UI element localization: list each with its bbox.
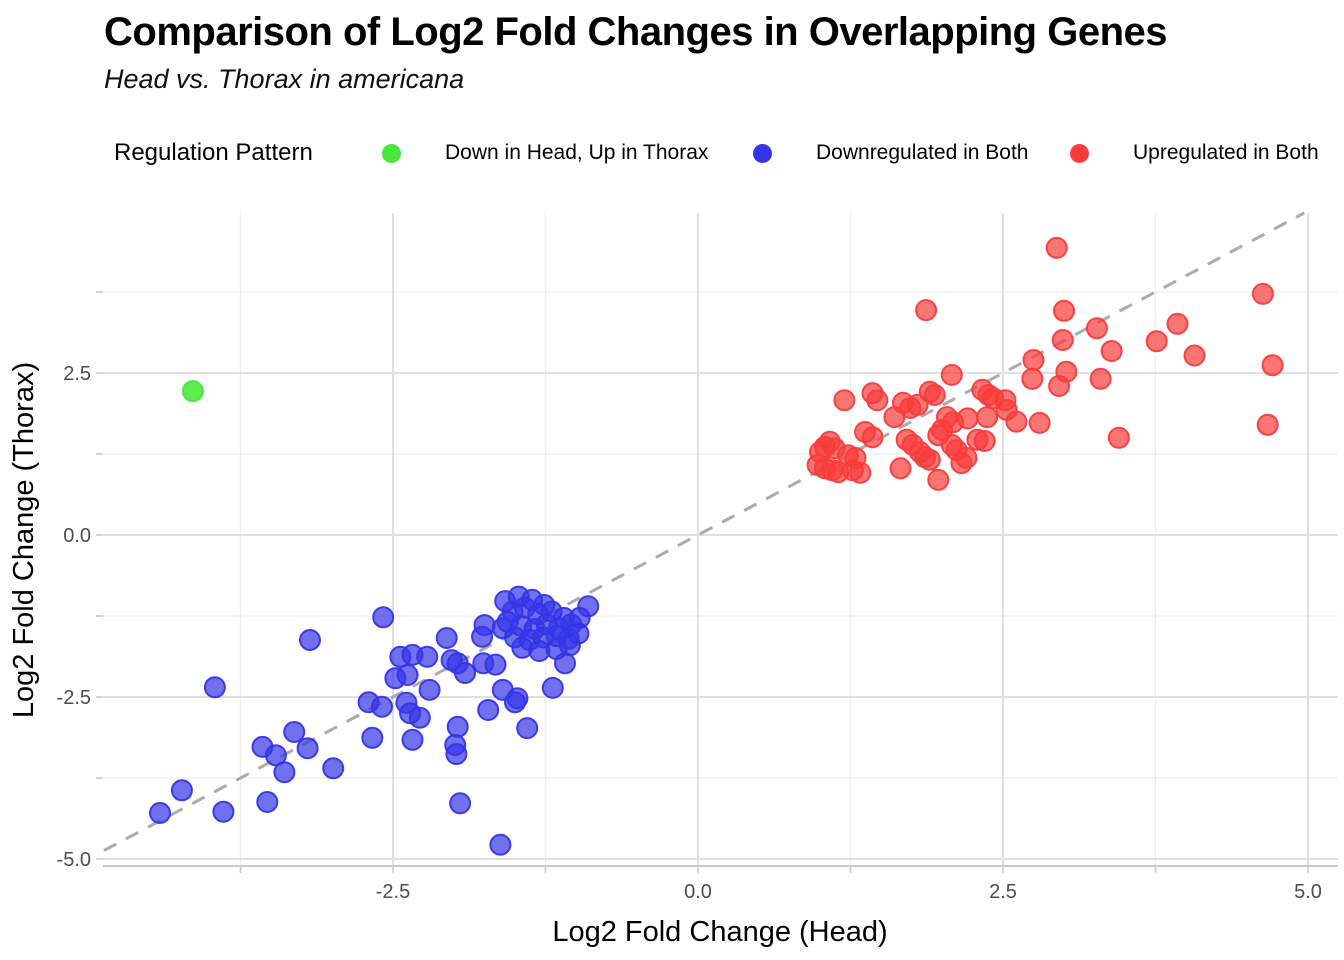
data-point (956, 407, 979, 430)
data-point (446, 715, 469, 738)
data-point (418, 678, 441, 701)
data-point (477, 699, 500, 721)
data-point (212, 800, 235, 823)
data-point (849, 461, 872, 484)
y-tick-label: -2.5 (57, 687, 91, 709)
data-point (833, 389, 856, 412)
data-point (915, 299, 938, 322)
data-point (1028, 411, 1051, 434)
data-point (1145, 330, 1168, 353)
data-point (883, 406, 906, 429)
data-point (1051, 329, 1074, 351)
data-point (454, 662, 476, 684)
legend-title: Regulation Pattern (114, 139, 313, 166)
data-point (541, 676, 564, 699)
x-axis-title: Log2 Fold Change (Head) (552, 916, 887, 948)
minor-gridlines (103, 213, 1338, 866)
data-point (923, 384, 946, 406)
data-point (203, 676, 226, 699)
tick-labels: -2.5 0.0 2.5 5.0 -5.0 -2.5 0.0 2.5 (57, 363, 1322, 903)
major-gridlines (103, 213, 1338, 866)
data-points (149, 236, 1284, 856)
chart-subtitle: Head vs. Thorax in americana (104, 64, 465, 94)
data-point (181, 380, 204, 403)
data-point (861, 426, 884, 449)
data-point (516, 717, 539, 740)
data-point (1256, 413, 1279, 436)
legend-item-1: Downregulated in Both (753, 138, 1028, 168)
axis-line-and-ticks (96, 291, 1338, 873)
data-point (170, 779, 193, 802)
data-point (256, 791, 279, 813)
data-point (371, 695, 393, 718)
legend-item-0: Down in Head, Up in Thorax (382, 138, 708, 168)
y-tick-label: 0.0 (63, 525, 91, 547)
data-point (973, 430, 996, 452)
data-point (504, 691, 526, 714)
x-tick-label: 0.0 (684, 881, 712, 903)
data-point (283, 721, 306, 743)
data-point (299, 629, 321, 651)
data-point (1251, 282, 1274, 305)
x-tick-label: -2.5 (376, 881, 410, 903)
x-tick-label: 2.5 (989, 881, 1017, 903)
data-point (866, 389, 889, 412)
data-point (408, 706, 431, 729)
legend-dot-icon (1070, 143, 1089, 163)
data-point (940, 363, 963, 386)
data-point (471, 625, 494, 648)
data-point (1045, 236, 1068, 259)
legend-label: Downregulated in Both (816, 141, 1029, 164)
data-point (273, 761, 296, 784)
data-point (1166, 312, 1189, 335)
data-point (1100, 340, 1123, 362)
legend: Regulation Pattern Down in Head, Up in T… (0, 138, 1344, 168)
data-point (1261, 354, 1284, 377)
data-point (976, 406, 999, 429)
data-point (955, 446, 978, 469)
data-point (1021, 367, 1044, 390)
data-point (918, 448, 941, 471)
data-point (372, 606, 395, 629)
data-point (1022, 349, 1045, 371)
data-point (1048, 375, 1071, 397)
x-tick-label: 5.0 (1294, 881, 1322, 903)
data-point (149, 802, 171, 824)
data-point (401, 728, 424, 751)
data-point (435, 627, 458, 649)
data-point (558, 634, 581, 657)
y-axis-title: Log2 Fold Change (Thorax) (8, 362, 40, 718)
data-point (445, 743, 468, 765)
data-point (322, 757, 345, 780)
data-point (361, 726, 384, 749)
y-tick-label: 2.5 (63, 363, 91, 385)
data-point (416, 645, 439, 668)
data-point (449, 792, 472, 815)
data-point (1183, 344, 1206, 367)
chart-title: Comparison of Log2 Fold Changes in Overl… (104, 10, 1168, 54)
legend-label: Upregulated in Both (1133, 141, 1319, 164)
data-point (1089, 367, 1112, 390)
data-point (1085, 317, 1108, 340)
data-point (1107, 426, 1130, 449)
legend-label: Down in Head, Up in Thorax (445, 141, 709, 164)
data-point (296, 737, 319, 760)
data-point (484, 653, 507, 676)
legend-item-2: Upregulated in Both (1070, 138, 1319, 168)
data-point (927, 468, 950, 491)
data-point (889, 457, 912, 480)
y-tick-label: -5.0 (57, 849, 91, 871)
data-point (396, 664, 419, 686)
data-point (489, 833, 512, 856)
data-point (1053, 299, 1075, 322)
legend-dot-icon (382, 143, 401, 163)
data-point (1005, 410, 1028, 433)
series-0 (181, 380, 204, 403)
legend-dot-icon (753, 143, 772, 163)
series-2 (806, 236, 1284, 491)
series-1 (149, 585, 600, 856)
